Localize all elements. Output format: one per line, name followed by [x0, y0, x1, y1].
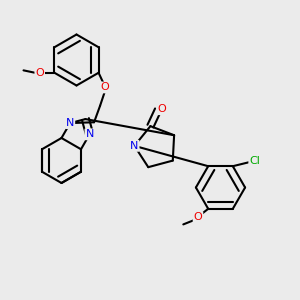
Text: O: O: [100, 82, 109, 92]
Text: N: N: [130, 141, 139, 151]
Text: Cl: Cl: [249, 156, 260, 166]
Text: N: N: [85, 129, 94, 139]
Text: O: O: [35, 68, 44, 78]
Text: O: O: [157, 104, 166, 114]
Text: O: O: [194, 212, 202, 222]
Text: N: N: [66, 118, 74, 128]
